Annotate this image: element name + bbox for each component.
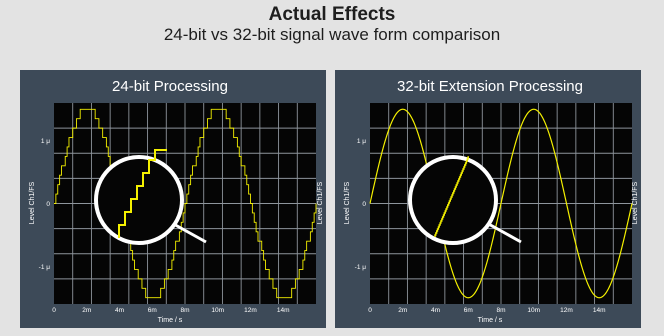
magnifier-inset [94, 149, 207, 245]
y-tick-label: 0 [362, 201, 366, 208]
magnifier-content [434, 156, 469, 237]
y-axis-label: Level Ch1/FS [29, 181, 36, 224]
x-tick-labels: 0 2m 4m 6m 8m 10m 12m 14m [52, 307, 289, 314]
x-tick-labels: 0 2m 4m 6m 8m 10m 12m 14m [368, 307, 605, 314]
x-tick-label: 2m [398, 307, 407, 314]
magnifier-inset [408, 155, 522, 245]
magnified-steps [434, 156, 469, 237]
x-tick-label: 2m [82, 307, 91, 314]
signal-line [369, 108, 633, 299]
x-tick-label: 14m [277, 307, 290, 314]
x-tick-label: 4m [431, 307, 440, 314]
x-tick-label: 6m [464, 307, 473, 314]
x-tick-label: 8m [180, 307, 189, 314]
y-tick-label: 1 μ [41, 138, 50, 145]
magnifier-circle [94, 155, 184, 245]
series [369, 108, 633, 299]
x-tick-label: 0 [368, 307, 372, 314]
y-axis-label: Level Ch1/FS [344, 181, 351, 224]
y-axis-label-right: Level Ch1/FS [317, 181, 324, 224]
page-title: Actual Effects [268, 4, 396, 25]
magnifier-pointer [484, 220, 522, 244]
x-tick-label: 0 [52, 307, 56, 314]
x-tick-label: 10m [211, 307, 224, 314]
y-tick-label: -1 μ [39, 264, 51, 271]
page-subtitle: 24-bit vs 32-bit signal wave form compar… [163, 25, 501, 44]
x-tick-label: 12m [244, 307, 257, 314]
x-axis-label: Time / s [158, 317, 183, 324]
magnified-steps [118, 149, 167, 238]
magnifier-content [118, 149, 167, 238]
chart-title: 32-bit Extension Processing [397, 78, 583, 95]
x-tick-label: 4m [115, 307, 124, 314]
y-tick-label: 0 [46, 201, 50, 208]
series [54, 108, 317, 299]
x-tick-label: 10m [527, 307, 540, 314]
x-tick-label: 14m [593, 307, 606, 314]
y-tick-labels: 1 μ 0 -1 μ [355, 138, 367, 271]
y-axis-label-right: Level Ch1/FS [632, 181, 639, 224]
x-axis-label: Time / s [478, 317, 503, 324]
magnifier-circle [408, 155, 498, 245]
y-tick-labels: 1 μ 0 -1 μ [39, 138, 51, 271]
y-tick-label: -1 μ [355, 264, 367, 271]
x-tick-label: 6m [148, 307, 157, 314]
chart-24bit: 24-bit Processing 0 2m 4m 6m 8m 10m 12m 14m 1 μ… [20, 70, 326, 328]
grid [370, 103, 632, 304]
signal-line [54, 108, 317, 299]
chart-title: 24-bit Processing [112, 78, 228, 95]
x-tick-label: 8m [496, 307, 505, 314]
chart-32bit: 32-bit Extension Processing 0 2m 4m 6m 8m 10m… [335, 70, 641, 328]
y-tick-label: 1 μ [357, 138, 366, 145]
x-tick-label: 12m [560, 307, 573, 314]
